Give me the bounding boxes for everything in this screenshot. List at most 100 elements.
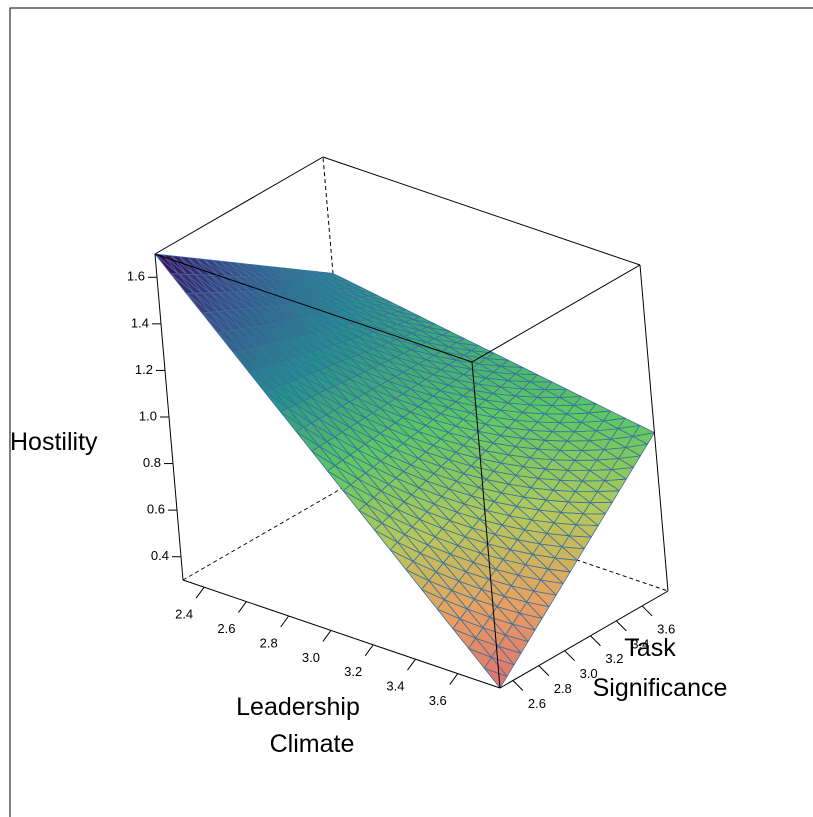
x-tick-label: 3.6 xyxy=(429,693,447,708)
surface-facet xyxy=(540,568,564,584)
surface-facet xyxy=(395,416,419,432)
surface-facet xyxy=(366,317,390,328)
surface-facet xyxy=(256,324,281,342)
surface-facet xyxy=(418,451,442,467)
surface-facet xyxy=(440,364,464,375)
surface-facet xyxy=(547,557,571,573)
surface-facet xyxy=(477,423,502,436)
surface-facet xyxy=(242,276,267,292)
surface-facet xyxy=(566,404,590,415)
surface-facet xyxy=(202,274,227,293)
surface-facet xyxy=(357,371,381,386)
surface-facet xyxy=(425,355,450,366)
surface-facet xyxy=(463,495,488,511)
surface-facet xyxy=(582,470,605,482)
surface-facet xyxy=(505,623,529,642)
surface-facet xyxy=(456,338,480,347)
surface-facet xyxy=(349,354,374,369)
surface-facet xyxy=(589,459,612,471)
surface-facet xyxy=(303,351,328,368)
surface-facet xyxy=(501,515,525,531)
surface-facet xyxy=(306,278,331,290)
surface-facet xyxy=(470,363,494,373)
surface-facet xyxy=(219,260,244,277)
z-tick-label: 1.0 xyxy=(139,408,157,423)
surface-facet xyxy=(195,258,220,277)
surface-facet xyxy=(233,308,258,327)
surface-facet xyxy=(300,269,324,281)
surface-facet xyxy=(471,345,495,354)
surface-facet xyxy=(522,381,546,391)
surface-facet xyxy=(323,279,347,289)
x-tick-label: 2.8 xyxy=(260,635,278,650)
surface-facet xyxy=(404,318,428,328)
surface-facet xyxy=(225,291,251,309)
surface-facet xyxy=(342,484,367,505)
surface-facet xyxy=(496,595,521,614)
surface-facet xyxy=(154,253,180,275)
surface-facet xyxy=(279,382,304,402)
surface-facet xyxy=(486,501,510,517)
surface-facet xyxy=(436,599,461,620)
surface-facet xyxy=(421,580,445,601)
surface-facet xyxy=(374,522,398,543)
surface-facet xyxy=(440,407,464,420)
surface-facet xyxy=(295,426,320,447)
surface-facet xyxy=(395,442,419,459)
surface-facet xyxy=(312,300,337,313)
surface-facet xyxy=(372,407,396,424)
z-tick-label: 1.2 xyxy=(135,362,153,377)
surface-facet xyxy=(538,499,562,513)
surface-facet xyxy=(455,419,479,432)
surface-facet xyxy=(493,492,518,507)
surface-facet xyxy=(462,412,487,425)
surface-facet xyxy=(574,480,598,493)
surface-facet xyxy=(313,288,338,300)
surface-facet xyxy=(312,314,336,328)
surface-facet xyxy=(341,357,366,372)
surface-facet xyxy=(225,309,250,328)
surface-facet xyxy=(419,511,443,530)
surface-facet xyxy=(403,464,427,482)
box-edge-bottom-front-x xyxy=(182,579,501,689)
surface-facet xyxy=(530,477,554,491)
surface-facet xyxy=(522,404,546,415)
surface-facet xyxy=(529,421,553,432)
surface-facet xyxy=(339,279,363,289)
surface-facet xyxy=(554,546,578,561)
surface-facet xyxy=(295,354,320,371)
surface-facet xyxy=(457,536,481,554)
surface-facet xyxy=(303,422,328,443)
surface-facet xyxy=(500,427,524,439)
surface-facet xyxy=(588,403,611,414)
surface-facet xyxy=(567,491,591,504)
surface-facet xyxy=(211,259,236,277)
surface-facet xyxy=(395,393,419,408)
surface-facet xyxy=(470,430,494,444)
surface-facet xyxy=(287,356,312,374)
surface-facet xyxy=(387,398,412,413)
y-tick xyxy=(615,620,627,632)
surface-facet xyxy=(360,295,384,305)
surface-facet xyxy=(241,291,267,308)
surface-facet xyxy=(545,459,568,471)
surface-facet xyxy=(249,307,274,324)
surface-facet xyxy=(368,294,392,303)
surface-facet xyxy=(364,412,389,429)
surface-facet xyxy=(539,532,563,548)
surface-facet xyxy=(319,328,344,343)
surface-facet xyxy=(404,526,429,546)
surface-facet xyxy=(333,382,358,399)
surface-facet xyxy=(365,348,389,361)
surface-facet xyxy=(575,513,599,526)
surface-facet xyxy=(440,384,464,397)
surface-facet xyxy=(567,460,591,471)
surface-facet xyxy=(515,367,538,376)
surface-facet xyxy=(256,344,281,363)
surface-facet xyxy=(485,352,509,361)
surface-facet xyxy=(517,529,541,545)
surface-facet xyxy=(507,395,531,406)
surface-facet xyxy=(336,298,361,309)
surface-facet xyxy=(241,307,266,325)
surface-facet xyxy=(435,562,460,582)
